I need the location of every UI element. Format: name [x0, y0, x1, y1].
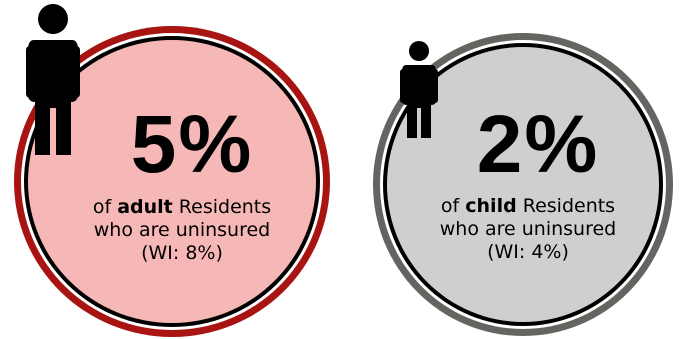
adult-desc-line2: who are uninsured: [93, 219, 271, 241]
child-desc-line3: (WI: 4%): [487, 241, 569, 263]
adult-description: of adult Residents who are uninsured (WI…: [34, 196, 330, 265]
adult-desc-line3: (WI: 8%): [141, 242, 223, 264]
child-desc-line1: of child Residents: [440, 195, 616, 217]
child-description: of child Residents who are uninsured (WI…: [383, 195, 673, 264]
adult-desc-line1: of adult Residents: [92, 196, 272, 218]
child-person-icon: [400, 41, 438, 138]
child-percent: 2%: [476, 99, 600, 190]
adult-percent: 5%: [130, 99, 254, 190]
adult-person-icon: [26, 4, 80, 155]
adult-stat-card: 5% of adult Residents who are uninsured …: [14, 26, 330, 337]
child-desc-line2: who are uninsured: [439, 218, 617, 240]
